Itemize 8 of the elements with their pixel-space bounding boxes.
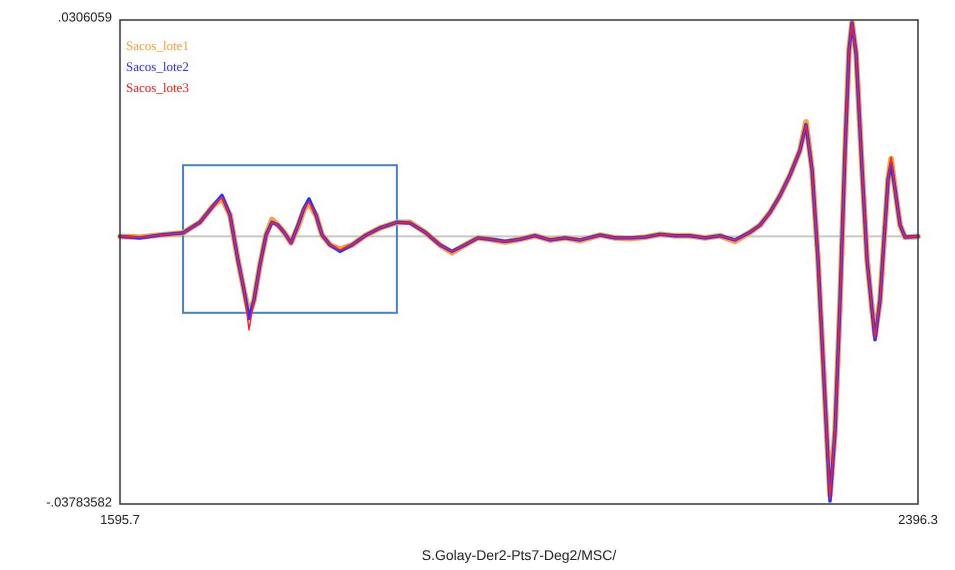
y-tick-label: .0306059 <box>58 9 112 24</box>
text: Sacos_lote1 <box>126 38 189 53</box>
x-axis-title: S.Golay-Der2-Pts7-Deg2/MSC/ <box>422 547 616 563</box>
x-tick-label: 2396.3 <box>898 512 938 527</box>
x-tick-label: 1595.7 <box>100 512 140 527</box>
text: Sacos_lote2 <box>126 59 189 74</box>
y-tick-label: -.03783582 <box>46 494 112 510</box>
text: Sacos_lote3 <box>126 80 189 95</box>
